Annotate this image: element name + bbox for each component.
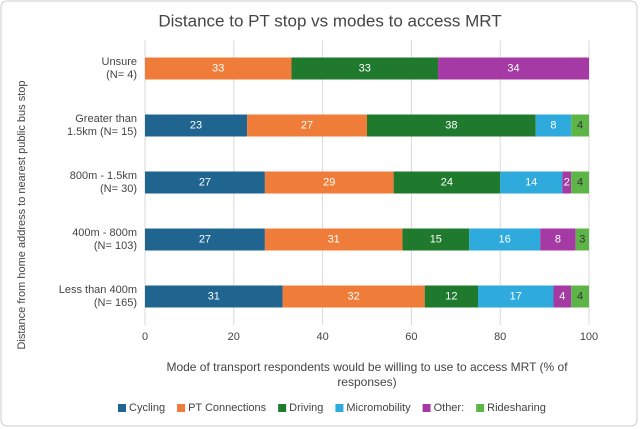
bar-segment — [424, 285, 478, 308]
bar-segment — [540, 228, 576, 251]
bar-segment — [553, 285, 572, 308]
bar-segment — [264, 228, 403, 251]
bar-segment — [145, 114, 248, 137]
data-label: 32 — [348, 290, 360, 302]
bar-segment — [264, 171, 394, 194]
data-label: 31 — [208, 290, 220, 302]
bar-segment — [535, 114, 572, 137]
legend-swatch — [118, 404, 126, 412]
data-label: 8 — [555, 233, 561, 245]
data-label: 16 — [499, 233, 511, 245]
bar-segment — [478, 285, 554, 308]
bar-segment — [393, 171, 501, 194]
data-label: 3 — [579, 233, 585, 245]
y-tick-label: Less than 400m — [59, 284, 137, 296]
data-label: 4 — [577, 119, 583, 131]
y-tick-label: 400m - 800m — [72, 227, 137, 239]
data-label: 27 — [199, 233, 211, 245]
bar-segment — [402, 228, 470, 251]
data-label: 14 — [525, 176, 537, 188]
bar-segment — [500, 171, 563, 194]
bar-segment — [575, 228, 589, 251]
data-label: 8 — [550, 119, 556, 131]
data-label: 2 — [564, 176, 570, 188]
y-tick-label: Greater than — [75, 113, 137, 125]
bar-segment — [571, 114, 589, 137]
legend-label: Driving — [289, 402, 323, 414]
data-label: 24 — [441, 176, 453, 188]
bar-segment — [145, 285, 283, 308]
y-tick-label: (N= 103) — [94, 240, 137, 252]
y-tick-label: Unsure — [102, 56, 137, 68]
legend-swatch — [476, 404, 485, 412]
y-tick-label: (N= 4) — [106, 69, 137, 81]
legend-label: Other: — [434, 402, 465, 414]
legend-swatch — [177, 404, 186, 412]
data-label: 27 — [199, 176, 211, 188]
legend-swatch — [278, 404, 287, 412]
data-label: 4 — [577, 290, 583, 302]
chart-title: Distance to PT stop vs modes to access M… — [158, 11, 501, 30]
legend-label: Ridesharing — [487, 402, 546, 414]
y-tick-label: 800m - 1.5km — [70, 170, 137, 182]
legend-label: PT Connections — [188, 402, 267, 414]
bar-segment — [438, 57, 589, 80]
x-axis-title: Mode of transport respondents would be w… — [166, 360, 568, 374]
bar-segment — [291, 57, 439, 80]
bar-segment — [247, 114, 367, 137]
legend-label: Micromobility — [346, 402, 411, 414]
y-axis-title: Distance from home address to nearest pu… — [16, 80, 28, 349]
data-label: 31 — [328, 233, 340, 245]
bar-segment — [145, 57, 292, 80]
x-tick-label: 0 — [142, 331, 148, 343]
x-axis-title: responses) — [337, 375, 396, 389]
data-label: 27 — [301, 119, 313, 131]
legend-swatch — [335, 404, 344, 412]
x-tick-label: 60 — [405, 331, 417, 343]
y-tick-label: 1.5km (N= 15) — [67, 126, 137, 138]
data-label: 17 — [510, 290, 522, 302]
data-label: 34 — [507, 62, 519, 74]
x-tick-label: 40 — [316, 331, 328, 343]
bar-segment — [469, 228, 541, 251]
legend-label: Cycling — [129, 402, 165, 414]
data-label: 4 — [577, 176, 583, 188]
bar-segment — [145, 228, 265, 251]
bar-segment — [571, 171, 589, 194]
data-label: 23 — [190, 119, 202, 131]
data-label: 15 — [430, 233, 442, 245]
x-tick-label: 20 — [228, 331, 240, 343]
y-tick-label: (N= 165) — [94, 297, 137, 309]
x-tick-label: 80 — [494, 331, 506, 343]
bar-segment — [367, 114, 536, 137]
bar-segment — [571, 285, 589, 308]
legend-swatch — [422, 404, 431, 412]
data-label: 38 — [445, 119, 457, 131]
data-label: 4 — [559, 290, 565, 302]
x-tick-label: 100 — [580, 331, 598, 343]
data-label: 33 — [359, 62, 371, 74]
data-label: 33 — [212, 62, 224, 74]
y-tick-label: (N= 30) — [100, 183, 137, 195]
data-label: 12 — [445, 290, 457, 302]
bar-segment — [562, 171, 572, 194]
bar-segment — [282, 285, 425, 308]
data-label: 29 — [323, 176, 335, 188]
bar-segment — [145, 171, 265, 194]
